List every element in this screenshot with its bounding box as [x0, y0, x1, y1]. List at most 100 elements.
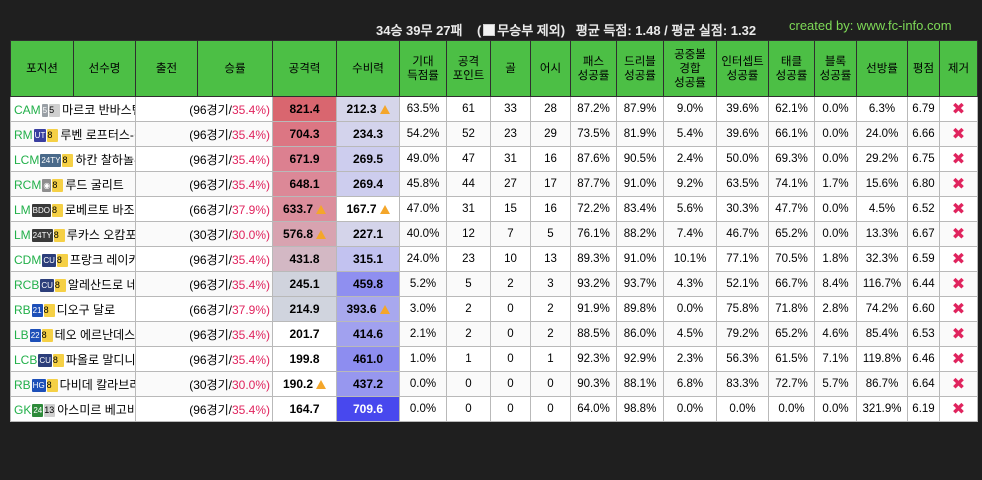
- header-remove[interactable]: 제거: [939, 40, 978, 97]
- games-played: (96경기/: [189, 277, 232, 292]
- warning-icon: [379, 305, 390, 314]
- block-success-cell: 4.6%: [814, 321, 857, 347]
- close-x-icon[interactable]: ✖: [951, 401, 966, 418]
- remove-cell: ✖: [939, 121, 978, 147]
- attack-points-cell: 0: [446, 396, 491, 422]
- player-cell[interactable]: LB 22 8 테오 에르난데스: [10, 321, 136, 347]
- table-row: LB 22 8 테오 에르난데스 (96경기/35.4%) 201.7 414.6 2.1% 2…: [10, 321, 978, 347]
- attack-value: 164.7: [289, 402, 320, 416]
- games-played: (96경기/: [189, 252, 232, 267]
- close-x-icon[interactable]: ✖: [951, 276, 966, 293]
- player-cell[interactable]: LM BDO 8 로베르토 바조: [10, 196, 136, 222]
- attack-value: 633.7: [282, 202, 314, 216]
- player-cell[interactable]: LCB CU 8 파올로 말디니: [10, 346, 136, 372]
- player-cell[interactable]: RCM ◉ 8 루드 굴리트: [10, 171, 136, 197]
- header-win-rate[interactable]: 승률: [197, 40, 273, 97]
- defense-value: 414.6: [352, 327, 384, 341]
- header-rating[interactable]: 평점: [907, 40, 940, 97]
- attack-cell: 199.8: [272, 346, 337, 372]
- goals-cell: 27: [490, 171, 531, 197]
- header-appearances[interactable]: 출전: [135, 40, 198, 97]
- header-dribble-success[interactable]: 드리블 성공률: [616, 40, 664, 97]
- header-expected-goal-rate[interactable]: 기대 득점률: [399, 40, 447, 97]
- attack-value: 431.8: [289, 252, 320, 266]
- defense-cell: 461.0: [336, 346, 400, 372]
- header-player-name[interactable]: 선수명: [73, 40, 136, 97]
- header-save-rate[interactable]: 선방률: [856, 40, 908, 97]
- close-x-icon[interactable]: ✖: [951, 151, 966, 168]
- header-intercept-success[interactable]: 인터셉트 성공률: [716, 40, 769, 97]
- header-defense[interactable]: 수비력: [336, 40, 400, 97]
- header-goals[interactable]: 골: [490, 40, 531, 97]
- attack-cell: 821.4: [272, 96, 337, 122]
- aerial-success-cell: 7.4%: [663, 221, 717, 247]
- pass-success-cell: 76.1%: [570, 221, 617, 247]
- save-rate-cell: 119.8%: [856, 346, 908, 372]
- dribble-success-cell: 83.4%: [616, 196, 664, 222]
- header-position[interactable]: 포지션: [10, 40, 74, 97]
- close-x-icon[interactable]: ✖: [951, 226, 966, 243]
- attack-cell: 201.7: [272, 321, 337, 347]
- close-x-icon[interactable]: ✖: [951, 176, 966, 193]
- close-x-icon[interactable]: ✖: [951, 326, 966, 343]
- dribble-success-cell: 81.9%: [616, 121, 664, 147]
- header-assists[interactable]: 어시: [530, 40, 571, 97]
- header-tackle-success[interactable]: 태클 성공률: [768, 40, 815, 97]
- tackle-success-cell: 61.5%: [768, 346, 815, 372]
- defense-value: 315.1: [352, 252, 384, 266]
- close-x-icon[interactable]: ✖: [951, 126, 966, 143]
- win-rate: 35.4%): [231, 327, 270, 342]
- close-x-icon[interactable]: ✖: [951, 376, 966, 393]
- expected-goal-rate-cell: 40.0%: [399, 221, 447, 247]
- close-x-icon[interactable]: ✖: [951, 201, 966, 218]
- header-pass-success[interactable]: 패스 성공률: [570, 40, 617, 97]
- pass-success-cell: 72.2%: [570, 196, 617, 222]
- win-rate: 37.9%): [231, 302, 270, 317]
- close-x-icon[interactable]: ✖: [951, 101, 966, 118]
- upgrade-level-badge: 8: [47, 128, 59, 142]
- header-attack-points[interactable]: 공격 포인트: [446, 40, 491, 97]
- defense-value: 234.3: [352, 127, 384, 141]
- pass-success-cell: 91.9%: [570, 296, 617, 322]
- season-badge-icon: CU: [40, 278, 54, 292]
- win-rate: 35.4%): [231, 352, 270, 367]
- close-x-icon[interactable]: ✖: [951, 301, 966, 318]
- player-stats-table-wrapper: 포지션 선수명 출전 승률 공격력 수비력 기대 득점률 공격 포인트 골 어시 패스 성공률 드리블 성공률…: [10, 40, 978, 422]
- close-x-icon[interactable]: ✖: [951, 251, 966, 268]
- games-winrate-cell: (66경기/37.9%): [135, 196, 273, 222]
- position-code: RB: [14, 302, 31, 317]
- save-rate-cell: 4.5%: [856, 196, 908, 222]
- games-played: (66경기/: [189, 302, 232, 317]
- player-name: 루벤 로프터스-칙: [60, 127, 134, 142]
- win-rate: 35.4%): [231, 177, 270, 192]
- player-cell[interactable]: RB 21 8 디오구 달로: [10, 296, 136, 322]
- assists-cell: 29: [530, 121, 571, 147]
- header-block-success[interactable]: 블록 성공률: [814, 40, 857, 97]
- exclude-draws-checkbox[interactable]: [483, 24, 496, 36]
- games-played: (96경기/: [189, 402, 232, 417]
- header-aerial-success[interactable]: 공중볼 경합 성공률: [663, 40, 717, 97]
- pass-success-cell: 87.6%: [570, 146, 617, 172]
- close-x-icon[interactable]: ✖: [951, 351, 966, 368]
- upgrade-level-badge: 5: [49, 103, 61, 117]
- player-cell[interactable]: CAM 5 5 마르코 반바스텐: [10, 96, 136, 122]
- attack-cell: 576.8: [272, 221, 337, 247]
- games-played: (96경기/: [189, 177, 232, 192]
- season-badge-icon: CU: [38, 353, 52, 367]
- header-attack[interactable]: 공격력: [272, 40, 337, 97]
- games-played: (96경기/: [189, 327, 232, 342]
- attack-value: 648.1: [289, 177, 320, 191]
- attack-cell: 164.7: [272, 396, 337, 422]
- remove-cell: ✖: [939, 196, 978, 222]
- rating-cell: 6.44: [907, 271, 940, 297]
- aerial-success-cell: 4.3%: [663, 271, 717, 297]
- season-badge-icon: 24TY: [31, 228, 53, 242]
